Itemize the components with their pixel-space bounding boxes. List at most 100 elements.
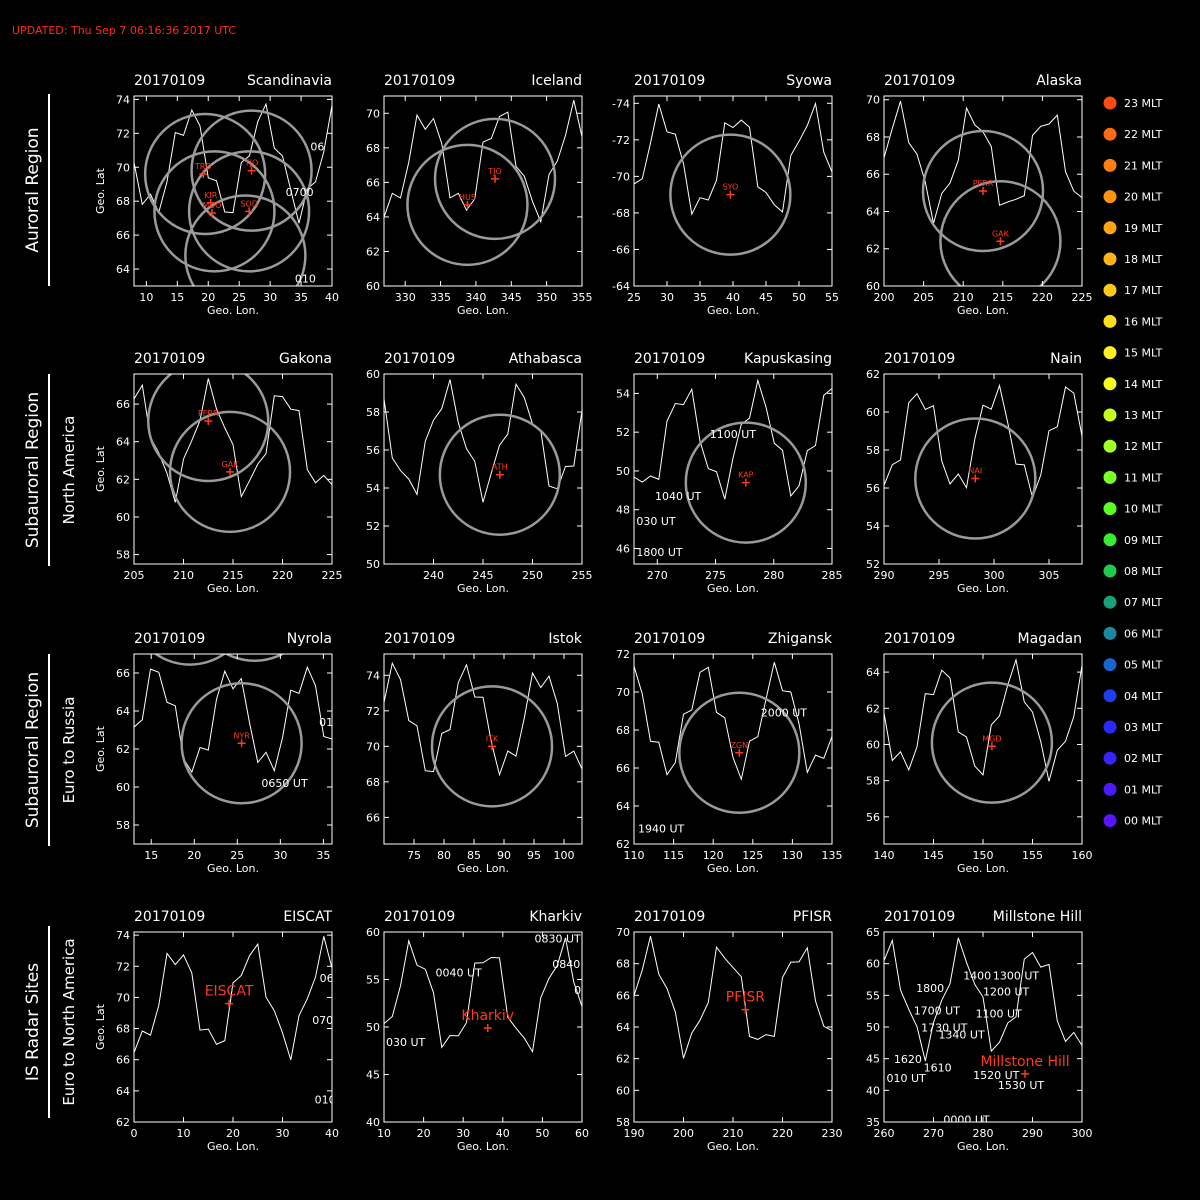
legend-label: 02 MLT: [1124, 752, 1163, 765]
track-label: 08: [574, 984, 588, 997]
legend-swatch: [1103, 595, 1117, 609]
x-tick-label: 205: [913, 291, 934, 304]
legend-item: 13 MLT: [1103, 408, 1163, 422]
y-tick-label: 72: [616, 648, 630, 661]
y-tick-label: -70: [612, 170, 630, 183]
y-tick-label: 66: [616, 989, 630, 1002]
x-tick-label: 130: [782, 849, 803, 862]
y-tick-label: 66: [366, 811, 380, 824]
legend-label: 22 MLT: [1124, 128, 1163, 141]
track-label: 0000 UT: [943, 1113, 990, 1126]
track-label: 010: [295, 273, 316, 286]
y-tick-label: 62: [116, 1116, 130, 1129]
legend-item: 00 MLT: [1103, 814, 1163, 828]
y-tick-label: -66: [612, 243, 630, 256]
fov-circle: [190, 109, 313, 232]
site-marker: [226, 467, 235, 476]
legend-label: 06 MLT: [1124, 627, 1163, 640]
site-label: MGD: [982, 734, 1001, 743]
plot-frame: [133, 373, 333, 565]
fov-circle: [669, 133, 792, 256]
track-label: 0840: [552, 958, 580, 971]
fov-circle: [433, 117, 557, 241]
plot-area: 1100 UT 1040 UT 030 UT 1800 UT KAP: [634, 378, 832, 559]
y-tick-label: 70: [866, 94, 880, 107]
panel-date: 20170109: [884, 631, 955, 647]
x-tick-label: 220: [772, 1127, 793, 1140]
panel-date: 20170109: [384, 909, 455, 925]
x-tick-label: 155: [1022, 849, 1043, 862]
x-tick-label: 245: [473, 569, 494, 582]
x-tick-label: 200: [673, 1127, 694, 1140]
y-tick-label: 58: [616, 1116, 630, 1129]
y-tick-label: 74: [366, 669, 380, 682]
y-axis-label: Geo. Lat: [94, 167, 107, 214]
plot-area: MGD: [884, 657, 1082, 804]
y-tick-label: 60: [366, 280, 380, 293]
coastline: [384, 379, 582, 503]
x-tick-label: 210: [173, 569, 194, 582]
x-tick-label: 270: [647, 569, 668, 582]
y-tick-label: 50: [366, 558, 380, 571]
panel-title: Nain: [1050, 351, 1082, 367]
plot-frame: [383, 95, 583, 287]
legend-label: 19 MLT: [1124, 222, 1163, 235]
row-label-3: IS Radar Sites Euro to North America: [23, 926, 78, 1118]
y-tick-label: 72: [366, 705, 380, 718]
legend-swatch: [1103, 782, 1117, 796]
y-tick-label: 68: [116, 1023, 130, 1036]
row-title: Subauroral Region: [23, 672, 43, 828]
x-tick-label: 0: [131, 1127, 138, 1140]
plot-area: 01 0650 UT NYR: [134, 654, 332, 805]
x-axis-label: Geo. Lon.: [207, 862, 259, 875]
legend-item: 11 MLT: [1103, 470, 1163, 484]
track-label: 1530 UT: [998, 1079, 1045, 1092]
x-tick-label: 280: [973, 1127, 994, 1140]
fov-circle: [168, 410, 292, 534]
x-tick-label: 150: [973, 849, 994, 862]
y-tick-label: 56: [366, 444, 380, 457]
legend-item: 09 MLT: [1103, 533, 1163, 547]
panel-iceland: HUS TJO 330 335 340 345 350 355 60 62 64 66 68 70 2017…: [366, 73, 593, 317]
legend-item: 01 MLT: [1103, 782, 1163, 796]
legend-swatch: [1103, 720, 1117, 734]
legend-swatch: [1103, 751, 1117, 765]
panel-title: PFISR: [793, 909, 833, 925]
y-tick-label: 68: [366, 142, 380, 155]
x-tick-label: 10: [139, 291, 153, 304]
x-tick-label: 85: [467, 849, 481, 862]
y-tick-label: 56: [866, 811, 880, 824]
panel-gakona: PFRR GAK 205 210 215 220 225 58 60 62 64 66 20170109…: [94, 351, 343, 595]
legend-label: 08 MLT: [1124, 565, 1163, 578]
legend-item: 04 MLT: [1103, 689, 1163, 703]
panel-date: 20170109: [884, 73, 955, 89]
panel-title: Scandinavia: [247, 73, 332, 89]
y-tick-label: 68: [616, 958, 630, 971]
track-label: 1520 UT: [973, 1069, 1020, 1082]
plot-area: HUS TJO: [384, 99, 582, 267]
x-tick-label: 330: [395, 291, 416, 304]
x-tick-label: 25: [230, 849, 244, 862]
x-tick-label: 40: [325, 1127, 339, 1140]
plot-frame: [883, 931, 1083, 1123]
track-label: 1800 UT: [636, 546, 683, 559]
site-marker: [996, 237, 1005, 246]
site-marker: [488, 742, 496, 751]
legend-swatch: [1103, 377, 1117, 391]
y-tick-label: 65: [866, 926, 880, 939]
row-subtitle: Euro to North America: [60, 938, 78, 1105]
row-title: IS Radar Sites: [23, 963, 43, 1081]
track-label: 1940 UT: [638, 823, 685, 836]
fov-circle: [438, 413, 562, 536]
legend-item: 06 MLT: [1103, 626, 1163, 640]
y-tick-label: 52: [866, 558, 880, 571]
site-marker: [463, 200, 472, 209]
x-tick-label: 75: [407, 849, 421, 862]
x-axis-label: Geo. Lon.: [207, 582, 259, 595]
x-tick-label: 110: [624, 849, 645, 862]
plot-area: 0040 UT 0830 UT 0840 08 030 UT Kharkiv: [384, 932, 588, 1054]
site-label: PFRR: [973, 179, 994, 188]
x-tick-label: 120: [703, 849, 724, 862]
panel-date: 20170109: [884, 909, 955, 925]
